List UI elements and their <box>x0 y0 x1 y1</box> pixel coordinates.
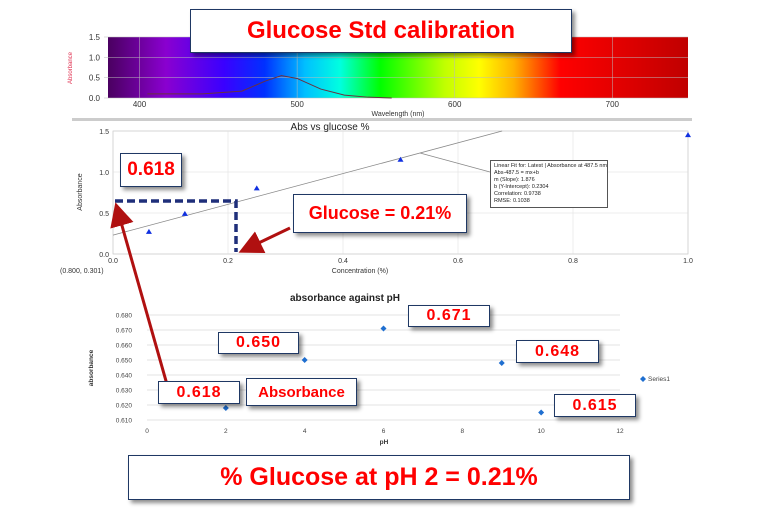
y-tick-label: 0.620 <box>116 403 133 410</box>
x-axis-label: Concentration (%) <box>332 268 388 275</box>
callout-0618-top: 0.618 <box>120 153 182 187</box>
data-point <box>301 357 308 363</box>
x-tick-label: 0 <box>145 428 149 435</box>
x-tick-label: 10 <box>538 428 546 435</box>
x-tick-label: 400 <box>133 100 147 109</box>
result-box: % Glucose at pH 2 = 0.21% <box>128 455 630 500</box>
y-tick-label: 0.610 <box>116 418 133 425</box>
fit-line: Correlation: 0.9738 <box>494 191 541 197</box>
y-axis-label: Absorbance <box>77 173 84 210</box>
data-point <box>181 210 188 216</box>
fit-line: Linear Fit for: Latest | Absorbance at 4… <box>494 163 608 169</box>
y-tick-label: 0.5 <box>89 74 101 83</box>
arrow-to-absorbance <box>110 202 170 389</box>
data-point <box>145 228 152 234</box>
x-tick-label: 0.4 <box>338 258 348 265</box>
y-tick-label: 1.0 <box>99 170 109 177</box>
y-tick-label: 1.5 <box>89 33 101 42</box>
x-tick-label: 4 <box>303 428 307 435</box>
x-tick-label: 0.0 <box>108 258 118 265</box>
x-tick-label: 0.8 <box>568 258 578 265</box>
y-tick-label: 0.680 <box>116 313 133 320</box>
callout-0648: 0.648 <box>516 340 599 363</box>
fit-line: Abs-487.5 = mx+b <box>494 170 539 176</box>
y-tick-label: 0.640 <box>116 373 133 380</box>
y-tick-label: 1.0 <box>89 53 101 62</box>
data-point <box>538 409 545 416</box>
fit-leader <box>419 152 491 173</box>
x-tick-label: 0.2 <box>223 258 233 265</box>
x-tick-label: 500 <box>290 100 304 109</box>
y-axis-label: absorbance <box>88 349 95 386</box>
x-tick-label: 2 <box>224 428 228 435</box>
data-point <box>498 360 505 366</box>
callout-0671: 0.671 <box>408 305 490 327</box>
x-axis-label: pH <box>380 439 389 446</box>
title-box: Glucose Std calibration <box>190 9 572 53</box>
y-tick-label: 0.650 <box>116 358 133 365</box>
callout-0615: 0.615 <box>554 394 636 417</box>
callout-absorbance: Absorbance <box>246 378 357 406</box>
data-point <box>380 325 387 332</box>
y-tick-label: 0.630 <box>116 388 133 395</box>
x-tick-label: 8 <box>461 428 465 435</box>
y-tick-label: 1.5 <box>99 129 109 136</box>
fit-line: b (Y-Intercept): 0.2304 <box>494 184 549 190</box>
y-tick-label: 0.660 <box>116 343 133 350</box>
fit-line: RMSE: 0.1038 <box>494 198 530 204</box>
divider <box>72 118 692 121</box>
x-tick-label: 6 <box>382 428 386 435</box>
y-axis-label: Absorbance <box>68 51 74 84</box>
chart-title: Abs vs glucose % <box>291 122 370 133</box>
callout-0618: 0.618 <box>158 381 240 404</box>
callout-0650: 0.650 <box>218 332 299 354</box>
y-tick-label: 0.5 <box>99 211 109 218</box>
x-tick-label: 0.6 <box>453 258 463 265</box>
data-point <box>397 156 404 162</box>
data-point <box>222 405 229 411</box>
x-axis-label: Wavelength (nm) <box>371 111 424 118</box>
x-tick-label: 1.0 <box>683 258 693 265</box>
fit-line <box>112 130 503 236</box>
y-tick-label: 0.670 <box>116 328 133 335</box>
chart-title: absorbance against pH <box>290 293 400 304</box>
arrow-to-glucose <box>238 226 291 254</box>
data-point <box>253 185 260 191</box>
y-tick-label: 0.0 <box>89 94 101 103</box>
x-tick-label: 600 <box>448 100 462 109</box>
callout-glucose: Glucose = 0.21% <box>293 194 467 233</box>
legend-marker <box>640 376 646 382</box>
y-tick-label: 0.0 <box>99 252 109 259</box>
fit-line: m (Slope): 1.876 <box>494 177 535 183</box>
spectrum-curve <box>147 75 392 99</box>
fit-info-box: Linear Fit for: Latest | Absorbance at 4… <box>490 160 608 208</box>
dashed-guide <box>115 199 238 252</box>
coord-readout: (0.800, 0.301) <box>60 268 104 275</box>
x-tick-label: 12 <box>616 428 624 435</box>
legend-label: Series1 <box>648 376 670 383</box>
x-tick-label: 700 <box>606 100 620 109</box>
data-point <box>685 132 691 138</box>
